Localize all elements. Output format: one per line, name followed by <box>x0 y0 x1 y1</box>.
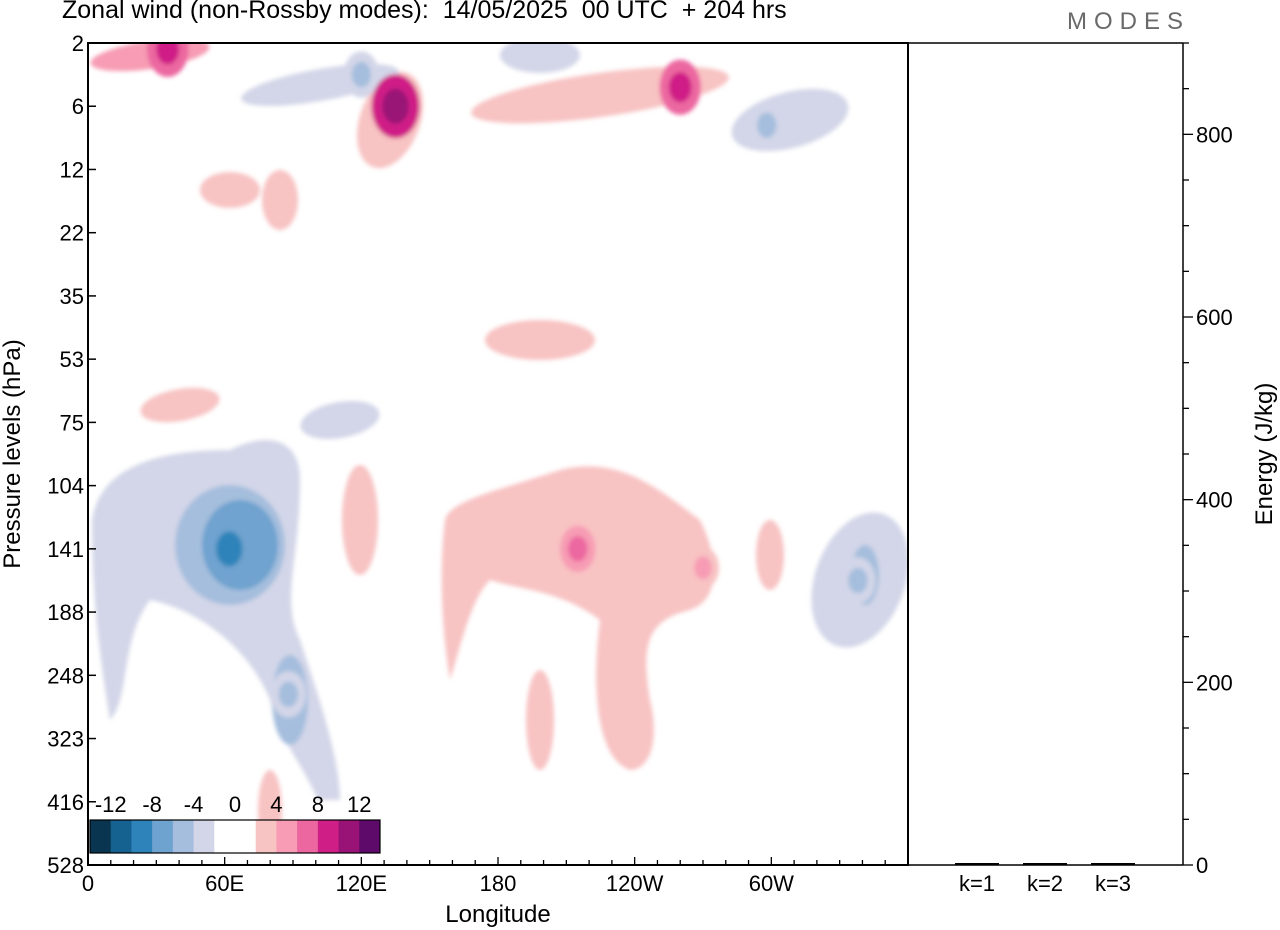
colorbar-swatch <box>172 820 195 853</box>
colorbar-frame <box>89 819 381 854</box>
y-tick-label: 141 <box>47 537 84 562</box>
x-tick-label: 120W <box>606 871 664 896</box>
field-core <box>694 556 712 580</box>
x-tick-label: 60E <box>205 871 244 896</box>
colorbar-label: -12 <box>95 792 127 817</box>
colorbar-swatch <box>338 820 360 853</box>
westerly-region <box>485 320 595 360</box>
field-core <box>351 61 372 88</box>
colorbar-swatch <box>297 820 319 853</box>
energy-axis-label: Energy (J/kg) <box>1251 383 1278 526</box>
energy-tick-label: 600 <box>1196 305 1233 330</box>
field-core <box>216 531 243 567</box>
y-tick-label: 53 <box>60 347 84 372</box>
energy-category-label: k=2 <box>1027 871 1063 896</box>
easterly-region <box>500 43 580 73</box>
colorbar-swatch <box>90 820 112 853</box>
energy-bars: 0 200 400 600 800 Energy (J/kg) k=1 k=2 k=3 <box>955 42 1278 896</box>
y-tick-label: 248 <box>47 663 84 688</box>
y-axis-label: Pressure levels (hPa) <box>0 339 26 568</box>
westerly-region <box>262 170 298 230</box>
x-tick-label: 0 <box>82 871 94 896</box>
y-tick-label: 188 <box>47 600 84 625</box>
easterly-region <box>300 400 380 440</box>
colorbar-swatch <box>276 820 298 853</box>
field-core <box>382 88 409 124</box>
westerly-region <box>441 466 714 770</box>
y-tick-label: 12 <box>60 157 84 182</box>
y-tick-label: 528 <box>47 853 84 878</box>
westerly-region <box>200 172 260 208</box>
y-tick-label: 323 <box>47 727 84 752</box>
energy-bar <box>955 863 999 865</box>
y-tick-label: 104 <box>47 474 84 499</box>
westerly-region <box>526 670 554 770</box>
energy-tick-label: 200 <box>1196 670 1233 695</box>
field-core <box>757 112 777 138</box>
colorbar-swatch <box>317 820 340 853</box>
y-tick-label: 35 <box>60 284 84 309</box>
axes: 2 6 12 22 35 53 75 104 141 188 248 323 416 528 Pressur… <box>0 31 1184 928</box>
energy-bar <box>1023 863 1067 865</box>
field-core <box>568 536 588 562</box>
x-tick-label: 120E <box>336 871 387 896</box>
colorbar-swatch <box>152 820 174 853</box>
colorbar-swatch <box>131 820 153 853</box>
colorbar-label: -8 <box>142 792 162 817</box>
energy-category-label: k=1 <box>959 871 995 896</box>
field-core <box>668 72 692 103</box>
colorbar-label: 0 <box>229 792 241 817</box>
x-axis-label: Longitude <box>445 901 550 928</box>
colorbar-swatch <box>193 820 215 853</box>
field-core <box>278 681 299 708</box>
x-tick-label: 60W <box>749 871 794 896</box>
y-tick-label: 416 <box>47 790 84 815</box>
colorbar-label: 4 <box>270 792 282 817</box>
y-tick-label: 2 <box>72 31 84 56</box>
westerly-region <box>756 520 784 590</box>
colorbar-swatch <box>235 820 257 853</box>
field-core <box>156 43 180 65</box>
westerly-region <box>342 465 378 575</box>
y-tick-label: 75 <box>60 410 84 435</box>
modes-logo: MODES <box>1066 8 1190 35</box>
energy-tick-label: 800 <box>1196 122 1233 147</box>
y-tick-label: 22 <box>60 221 84 246</box>
colorbar-label: -4 <box>184 792 204 817</box>
x-tick-label: 180 <box>480 871 517 896</box>
wind-field <box>90 43 908 850</box>
colorbar-label: 8 <box>312 792 324 817</box>
energy-tick-label: 0 <box>1196 853 1208 878</box>
colorbar-swatch <box>359 820 381 853</box>
energy-tick-label: 400 <box>1196 488 1233 513</box>
colorbar-swatch <box>255 820 277 853</box>
colorbar-swatch <box>110 820 132 853</box>
colorbar-label: 12 <box>347 792 371 817</box>
westerly-region <box>140 387 220 423</box>
field-core <box>848 567 868 594</box>
y-tick-label: 6 <box>72 94 84 119</box>
colorbar: -12 -8 -4 0 4 8 12 <box>89 792 381 854</box>
colorbar-swatch <box>214 820 236 853</box>
energy-category-label: k=3 <box>1095 871 1131 896</box>
chart-title: Zonal wind (non-Rossby modes): 14/05/202… <box>62 0 787 24</box>
easterly-region <box>731 88 849 152</box>
energy-bar <box>1091 863 1135 865</box>
